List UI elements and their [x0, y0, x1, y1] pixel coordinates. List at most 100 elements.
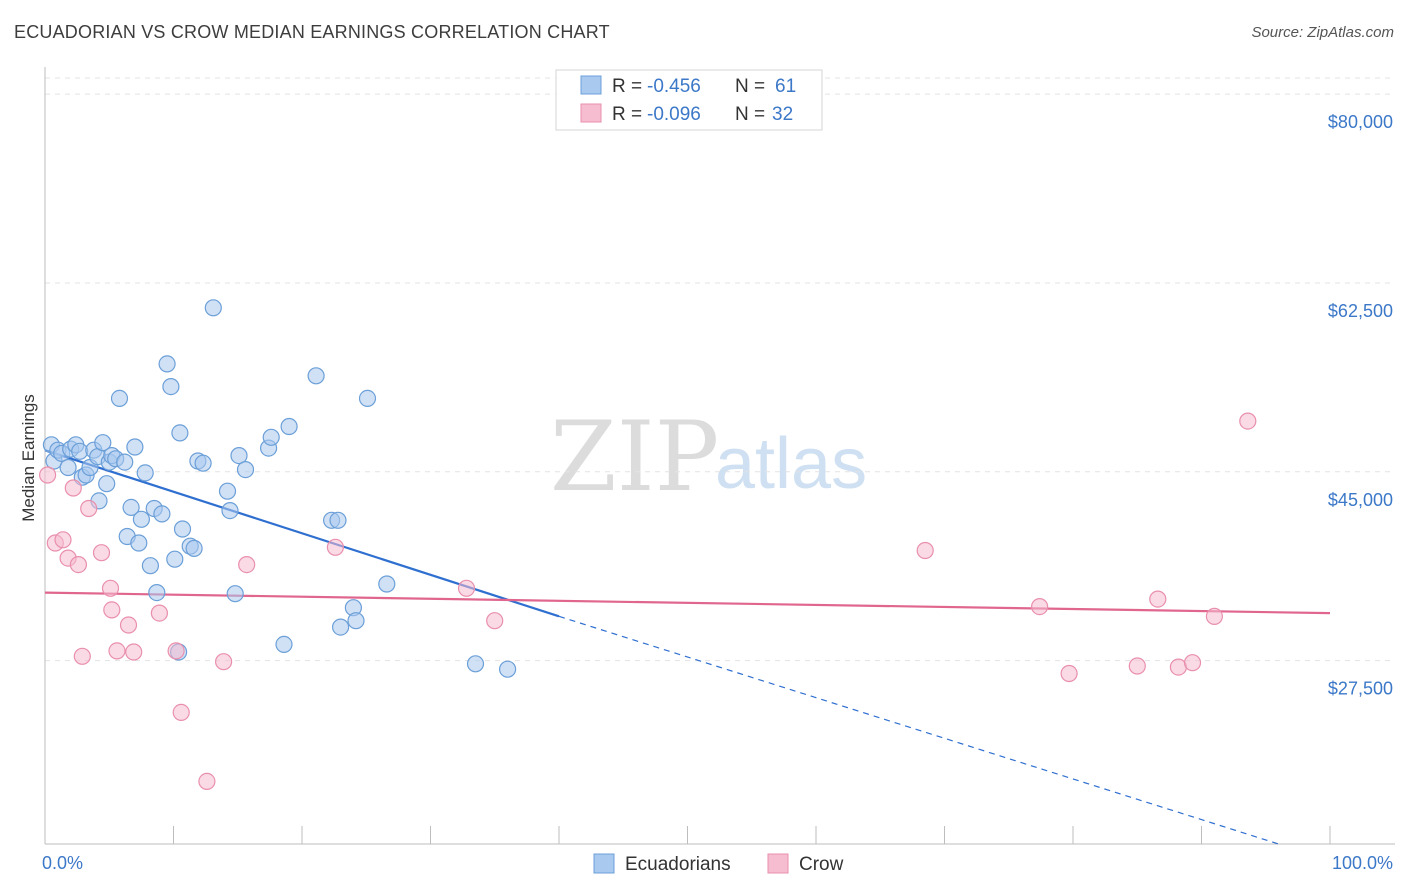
crow-point [238, 555, 256, 574]
ecuadorian-point [98, 475, 116, 493]
ecuadorian-point [236, 461, 255, 479]
ecuadorian-point [153, 505, 171, 523]
crow-point [101, 579, 120, 597]
crow-point [1205, 607, 1224, 626]
crow-point [1183, 654, 1202, 672]
crow-point [92, 544, 111, 562]
crow-point [103, 601, 121, 619]
crow-point [167, 642, 185, 660]
ecuadorian-point [141, 557, 159, 575]
chart-title: ECUADORIAN VS CROW MEDIAN EARNINGS CORRE… [14, 22, 610, 42]
ecuadorian-point [130, 534, 148, 552]
watermark-zip: ZIP [550, 401, 719, 513]
ecuadorian-point [148, 583, 166, 602]
legend-n-label-crow: N = [735, 104, 765, 125]
ecuadorian-point [218, 482, 237, 500]
crow-point [172, 703, 190, 722]
ecuadorian-point [221, 502, 239, 520]
ecuadorian-point [280, 417, 298, 436]
crow-point [215, 653, 233, 671]
series-legend-swatch-ecuadorians [593, 853, 615, 874]
x-tick-label-max: 100.0% [1332, 853, 1393, 873]
y-tick-label: $62,500 [1328, 301, 1393, 321]
crow-point [1060, 664, 1078, 683]
crow-point [119, 616, 138, 634]
crow-point [1149, 590, 1167, 608]
ecuadorian-point [94, 434, 112, 452]
ecuadorian-point [171, 424, 189, 442]
ecuadorian-point [358, 389, 377, 407]
ecuadorian-point [262, 428, 280, 446]
crow-point [38, 466, 57, 484]
legend-r-label-crow: R = [612, 104, 642, 125]
crow-point [326, 538, 344, 556]
ecuadorian-point [329, 511, 347, 529]
watermark-atlas: atlas [715, 424, 867, 504]
gridlines [45, 77, 1395, 662]
ecuadorian-point [132, 510, 150, 528]
ecuadorian-point [185, 539, 203, 558]
ecuadorian-point [126, 438, 144, 456]
ecuadorian-point [122, 498, 140, 516]
crow-point [73, 647, 91, 665]
crow-point [916, 541, 934, 560]
ecuadorian-point [166, 550, 184, 568]
ecuadorian-point [136, 464, 154, 482]
crow-point [80, 499, 98, 518]
crow-point [1239, 412, 1257, 430]
crow-point [54, 531, 72, 549]
crow-point [486, 612, 504, 630]
y-tick-labels: $27,500 $45,000 $62,500 $80,000 [1328, 112, 1393, 698]
source-credit: Source: ZipAtlas.com [1251, 24, 1394, 41]
legend-r-value-crow: -0.096 [647, 104, 701, 125]
ecuadorian-trend-extension [558, 615, 1279, 845]
legend-swatch-ecuadorians [580, 75, 602, 95]
ecuadorian-point [466, 655, 485, 673]
ecuadorian-point [59, 458, 77, 477]
crow-point [198, 772, 216, 791]
crow-point [64, 479, 82, 497]
ecuadorian-point [162, 378, 180, 396]
x-tick-label-min: 0.0% [42, 853, 83, 873]
series-legend-label-ecuadorians: Ecuadorians [625, 854, 731, 875]
ecuadorian-point [194, 454, 212, 472]
crow-trend-line [44, 591, 1331, 615]
ecuadorian-point [347, 612, 365, 630]
ecuadorian-point [332, 618, 350, 636]
crow-point [1030, 597, 1049, 616]
legend-swatch-crow [580, 103, 602, 123]
series-legend-label-crow: Crow [799, 854, 844, 875]
y-axis-label: Median Earnings [19, 394, 38, 522]
legend-n-value-crow: 32 [772, 104, 793, 125]
ecuadorian-point [204, 299, 222, 317]
y-tick-label: $80,000 [1328, 112, 1393, 132]
legend-n-value-ecuadorians: 61 [775, 76, 796, 97]
crow-point [150, 604, 168, 622]
ecuadorian-point [116, 453, 134, 471]
crow-point [457, 579, 476, 597]
legend-n-label-ecuadorians: N = [735, 76, 765, 97]
ecuadorian-point [230, 447, 248, 465]
correlation-legend: R = -0.456 N = 61 R = -0.096 N = 32 [555, 69, 823, 131]
series-legend-swatch-crow [767, 853, 789, 874]
crow-point [1128, 657, 1146, 675]
crow-point [69, 555, 88, 574]
y-tick-label: $27,500 [1328, 679, 1393, 699]
legend-r-label-ecuadorians: R = [612, 76, 642, 97]
ecuadorian-point [173, 520, 192, 538]
series-legend: Ecuadorians Crow [593, 853, 844, 875]
ecuadorian-point [307, 367, 325, 385]
legend-r-value-ecuadorians: -0.456 [647, 76, 701, 97]
y-tick-label: $45,000 [1328, 490, 1393, 510]
axes [44, 67, 1395, 845]
crow-point [125, 643, 143, 661]
ecuadorian-point [275, 635, 293, 654]
ecuadorian-point [378, 575, 396, 593]
data-points [38, 299, 1257, 791]
ecuadorian-point [110, 389, 129, 407]
ecuadorian-point [226, 585, 244, 603]
crow-point [108, 642, 126, 660]
ecuadorian-point [158, 355, 176, 373]
ecuadorian-point [499, 660, 517, 678]
